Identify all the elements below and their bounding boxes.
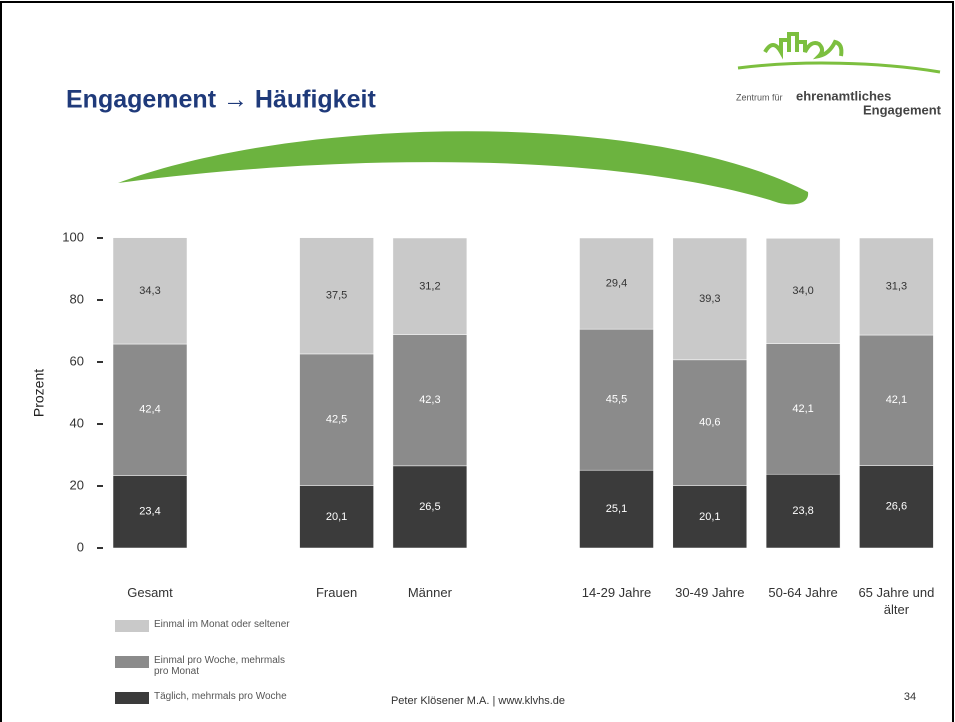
value-label: 42,4 [139, 404, 160, 416]
slide-title: Engagement → Häufigkeit [66, 86, 376, 114]
value-label: 34,3 [139, 285, 160, 297]
value-label: 31,3 [886, 280, 907, 292]
value-label: 25,1 [606, 503, 627, 515]
legend-swatch [115, 692, 149, 704]
value-label: 42,5 [326, 414, 347, 426]
legend-swatch [115, 620, 149, 632]
value-label: 40,6 [699, 417, 720, 429]
x-tick-label: Gesamt [108, 584, 192, 601]
x-tick-label: 65 Jahre und älter [854, 584, 938, 618]
footer: Peter Klösener M.A. | www.klvhs.de [391, 695, 565, 707]
value-label: 42,1 [886, 394, 907, 406]
slide: Engagement → Häufigkeit Zentrum für ehre… [0, 0, 955, 722]
value-label: 23,4 [139, 506, 160, 518]
value-label: 42,3 [419, 394, 440, 406]
value-label: 23,8 [792, 505, 813, 517]
x-tick-label: Frauen [295, 584, 379, 601]
value-label: 42,1 [792, 403, 813, 415]
y-axis-label: Prozent [31, 369, 47, 417]
y-tick-label: 80 [70, 291, 84, 306]
legend-swatch [115, 656, 149, 668]
chart: Engagement → Häufigkeit Zentrum für ehre… [0, 0, 955, 722]
decor-swoosh [118, 131, 808, 204]
y-tick-label: 20 [70, 477, 84, 492]
logo-line [738, 63, 940, 72]
value-label: 20,1 [326, 511, 347, 523]
legend-label: Einmal im Monat oder seltener [154, 619, 294, 630]
logo-text: Zentrum für [736, 92, 783, 102]
legend-label: Täglich, mehrmals pro Woche [154, 691, 294, 702]
value-label: 37,5 [326, 290, 347, 302]
value-label: 39,3 [699, 293, 720, 305]
x-tick-label: 14-29 Jahre [575, 584, 659, 601]
y-tick-label: 60 [70, 353, 84, 368]
y-tick-label: 40 [70, 415, 84, 430]
logo-mark [765, 34, 841, 56]
value-label: 29,4 [606, 277, 627, 289]
value-label: 34,0 [792, 285, 813, 297]
value-label: 26,6 [886, 501, 907, 513]
y-tick-label: 100 [62, 229, 84, 244]
logo-text: Engagement [863, 102, 942, 117]
value-label: 31,2 [419, 280, 440, 292]
y-tick-label: 0 [77, 539, 84, 554]
page-number: 34 [904, 691, 916, 703]
legend-label: Einmal pro Woche, mehrmals pro Monat [154, 655, 294, 677]
x-tick-label: 50-64 Jahre [761, 584, 845, 601]
x-tick-label: 30-49 Jahre [668, 584, 752, 601]
value-label: 20,1 [699, 511, 720, 523]
x-tick-label: Männer [388, 584, 472, 601]
value-label: 26,5 [419, 501, 440, 513]
value-label: 45,5 [606, 394, 627, 406]
logo-text: ehrenamtliches [796, 88, 891, 103]
